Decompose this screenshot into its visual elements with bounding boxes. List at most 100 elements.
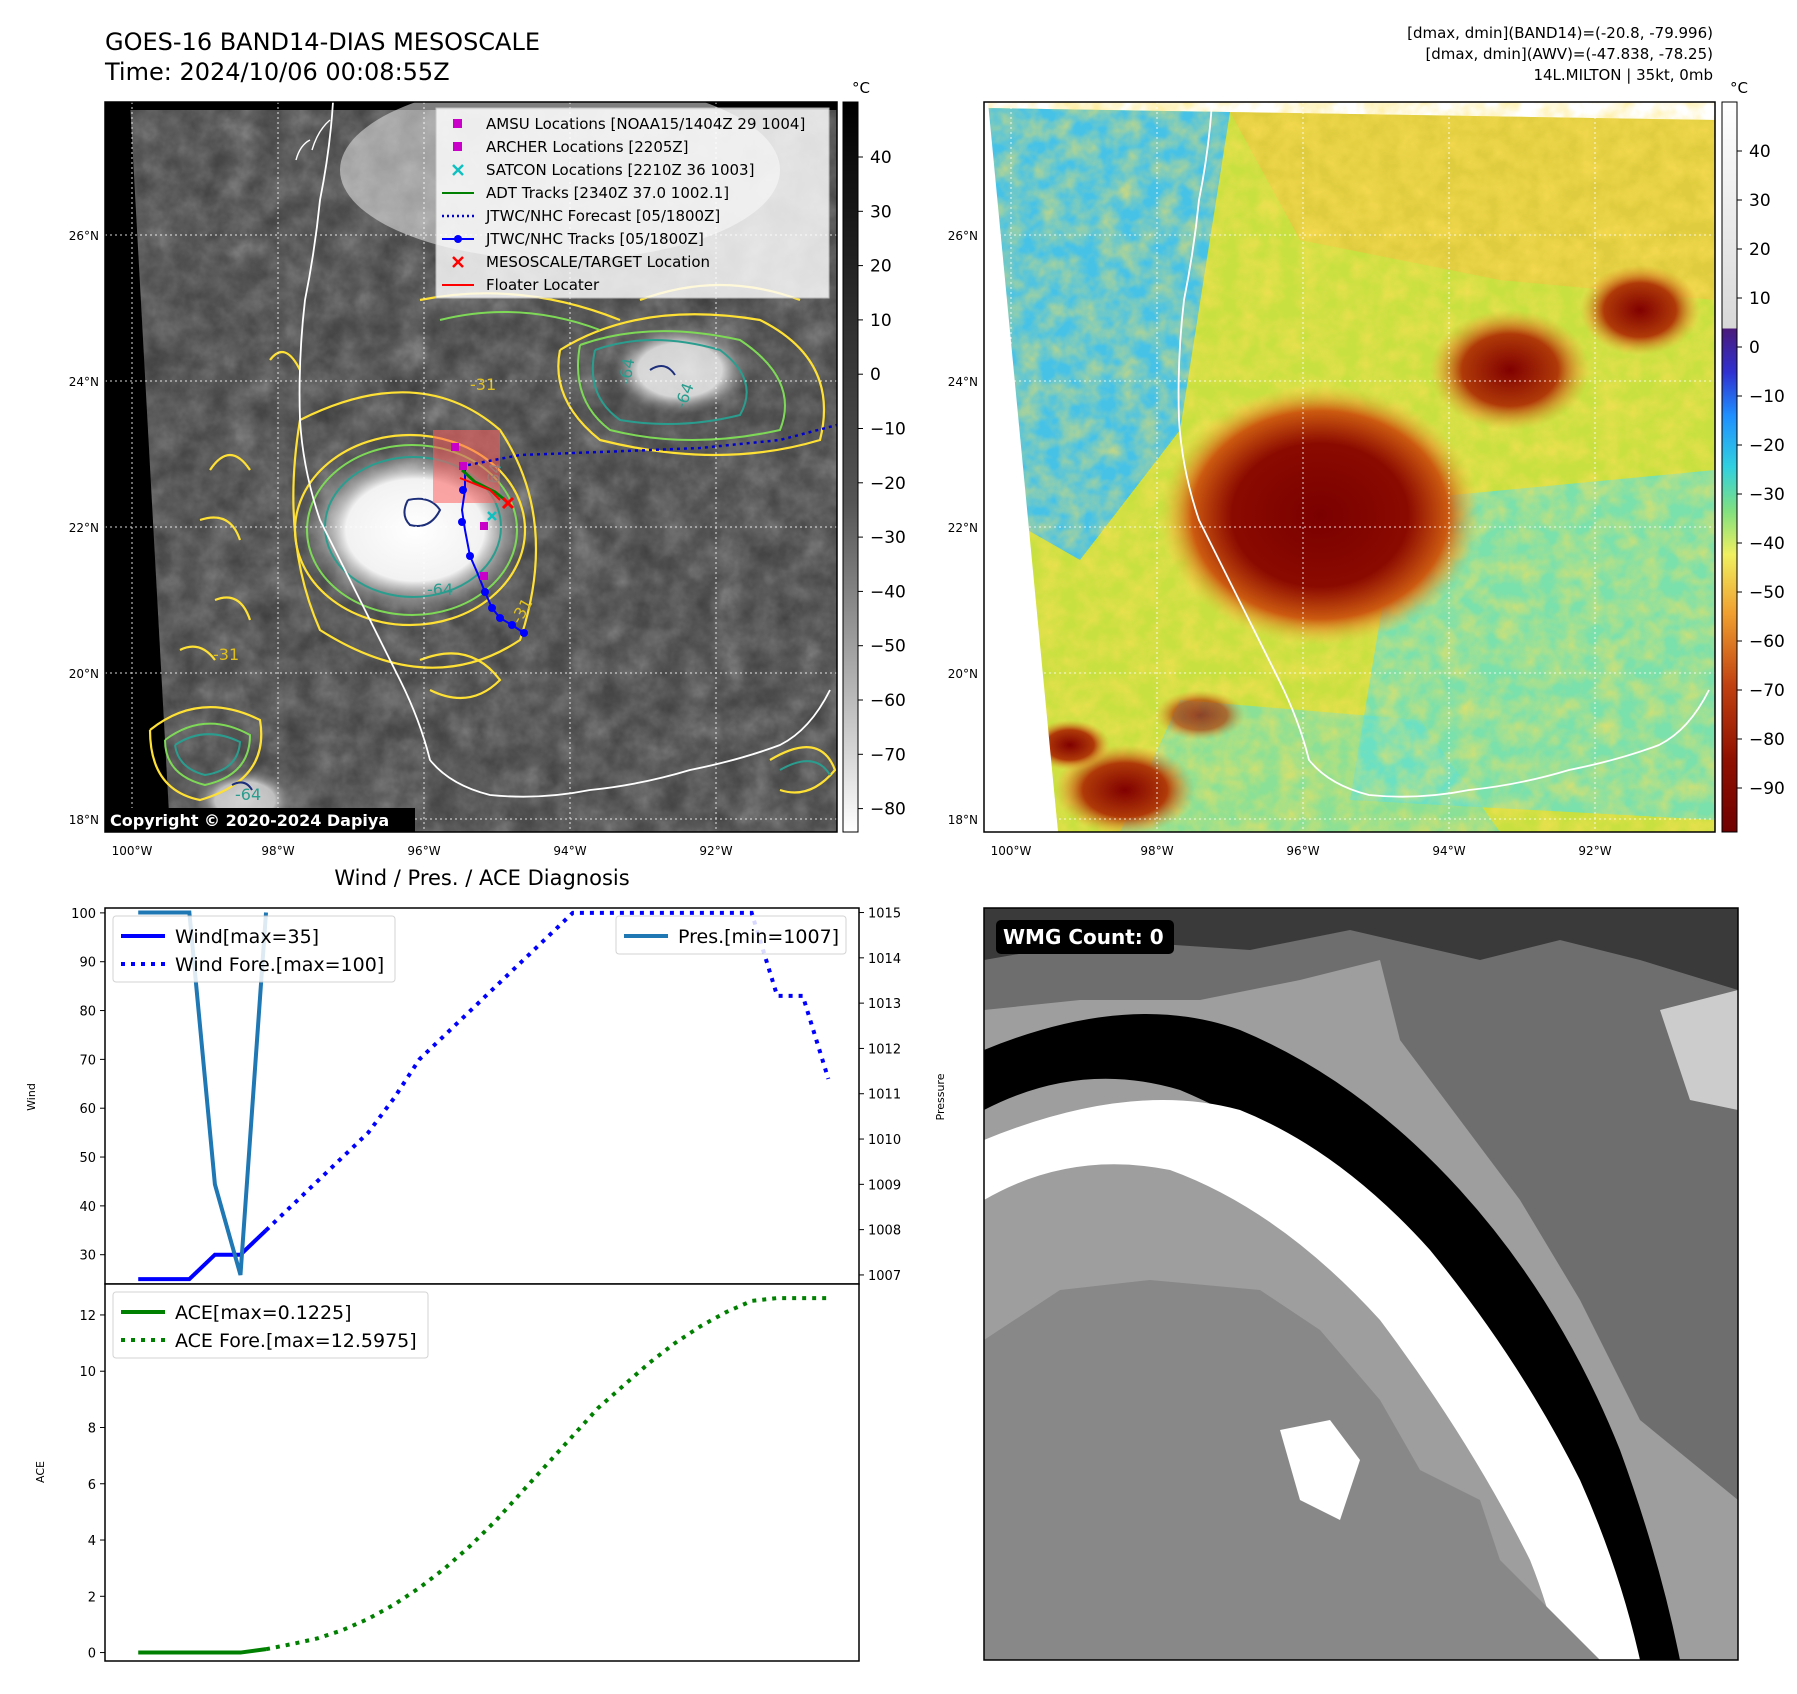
right-lon-labels: 100°W 98°W 96°W 94°W 92°W [991,844,1612,858]
wind-ytick: 70 [79,1053,96,1068]
chart-legend-label: ACE Fore.[max=12.5975] [175,1330,417,1352]
colorbar-tick: 0 [1749,338,1760,358]
pres-ytick: 1010 [868,1133,901,1148]
colorbar-tick: 0 [870,365,881,385]
colorbar-tick: −60 [870,691,906,711]
left-lat-label: 22°N [69,521,99,535]
ace-ytick: 0 [88,1647,96,1662]
left-lat-label: 24°N [69,375,99,389]
title-line-2: Time: 2024/10/06 00:08:55Z [104,58,450,86]
chart-legend-label: ACE[max=0.1225] [175,1302,352,1324]
ace-chart[interactable]: 0 2 4 6 8 10 12 ACE ACE[max=0.1225] ACE Fore.[m… [34,1283,860,1662]
colorbar-tick: 20 [1749,240,1771,260]
ace-ytick: 10 [79,1365,96,1380]
ace-ytick: 12 [79,1309,96,1324]
colorbar-tick: −40 [1749,534,1785,554]
no-data-corner-left [105,102,170,832]
pres-ytick: 1012 [868,1042,901,1057]
satcon-marker [487,511,497,521]
colorbar-tick: 30 [1749,191,1771,211]
colorbar-tick: −20 [870,474,906,494]
title-line-1: GOES-16 BAND14-DIAS MESOSCALE [105,28,540,56]
no-data-right [984,102,1058,832]
series-line [138,1228,268,1282]
map-gridlines-right [984,102,1715,832]
series-line [265,1296,829,1652]
chart-legend-label: Pres.[min=1007] [678,926,839,948]
forecast-track [467,423,837,467]
legend-marker [452,164,464,176]
ace-ytick: 2 [88,1590,96,1605]
svg-text:-31: -31 [213,645,239,664]
svg-text:-31: -31 [470,375,496,394]
colorbar-tick: −30 [1749,485,1785,505]
contours-navy [231,365,676,791]
pres-ytick: 1009 [868,1178,901,1193]
ace-ytick: 6 [88,1478,96,1493]
svg-text:-64: -64 [235,785,261,804]
right-lat-label: 22°N [948,521,978,535]
colorbar-tick: −40 [870,582,906,602]
awv-map-panel[interactable] [983,101,1716,835]
svg-text:-64: -64 [615,357,638,386]
svg-text:-64: -64 [427,580,453,599]
ace-ytick: 4 [88,1534,96,1549]
left-lon-label: 96°W [407,844,440,858]
right-lat-label: 26°N [948,229,978,243]
right-lon-label: 100°W [991,844,1032,858]
right-lon-label: 92°W [1578,844,1611,858]
chart-legend-label: Wind[max=35] [175,926,319,948]
left-lon-label: 100°W [112,844,153,858]
right-lat-label: 18°N [948,813,978,827]
left-lat-label: 18°N [69,813,99,827]
wind-ytick: 60 [79,1102,96,1117]
legend-label: ARCHER Locations [2205Z] [486,138,689,156]
wind-pres-chart[interactable]: 30 40 50 60 70 80 90 100 1007 1008 1009 1010 1011 10… [25,907,947,1285]
pres-ytick: 1015 [868,907,901,922]
colorbar-tick: 20 [870,257,892,277]
colorbar-tick: 30 [870,202,892,222]
wind-ytick: 80 [79,1005,96,1020]
floater-locater [459,477,501,501]
stats-line-3: 14L.MILTON | 35kt, 0mb [1533,66,1713,84]
target-marker [501,496,515,510]
colorbar-tick: −70 [1749,681,1785,701]
storm-core-awv [1160,385,1480,645]
legend-label: Floater Locater [486,276,600,294]
chart-legend-label: Wind Fore.[max=100] [175,954,384,976]
wind-ytick: 90 [79,956,96,971]
colorbar-tick: −30 [870,528,906,548]
pres-ytick: 1014 [868,952,901,967]
right-lon-label: 94°W [1432,844,1465,858]
copyright-text: Copyright © 2020-2024 Dapiya [110,811,389,830]
colorbar-tick: 40 [1749,142,1771,162]
left-lon-label: 98°W [261,844,294,858]
svg-text:°C: °C [1730,79,1748,97]
best-track [460,470,525,634]
right-lon-label: 96°W [1286,844,1319,858]
stats-line-1: [dmax, dmin](BAND14)=(-20.8, -79.996) [1407,24,1713,42]
ace-ylabel: ACE [34,1461,47,1483]
colorbar-tick: 40 [870,148,892,168]
left-lat-label: 26°N [69,229,99,243]
wind-ytick: 100 [71,907,96,922]
pres-ytick: 1013 [868,997,901,1012]
contours-green [164,311,786,787]
pres-ylabel: Pressure [934,1073,947,1120]
wmg-panel[interactable]: WMG Count: 0 [983,907,1739,1661]
left-lat-labels: 26°N 24°N 22°N 20°N 18°N [69,229,99,827]
svg-text:°C: °C [852,79,870,97]
colorbar-tick: 10 [870,311,892,331]
legend-label: SATCON Locations [2210Z 36 1003] [486,161,754,179]
legend-marker [453,119,462,128]
wind-ytick: 30 [79,1249,96,1264]
legend-label: MESOSCALE/TARGET Location [486,253,710,271]
left-lon-label: 92°W [699,844,732,858]
amsu-archer-markers [451,443,488,580]
colorbar-tick: −90 [1749,779,1785,799]
colorbar-tick: −70 [870,745,906,765]
colorbar-tick: −10 [870,420,906,440]
colorbar-tick: −10 [1749,387,1785,407]
copyright-box [105,808,415,832]
